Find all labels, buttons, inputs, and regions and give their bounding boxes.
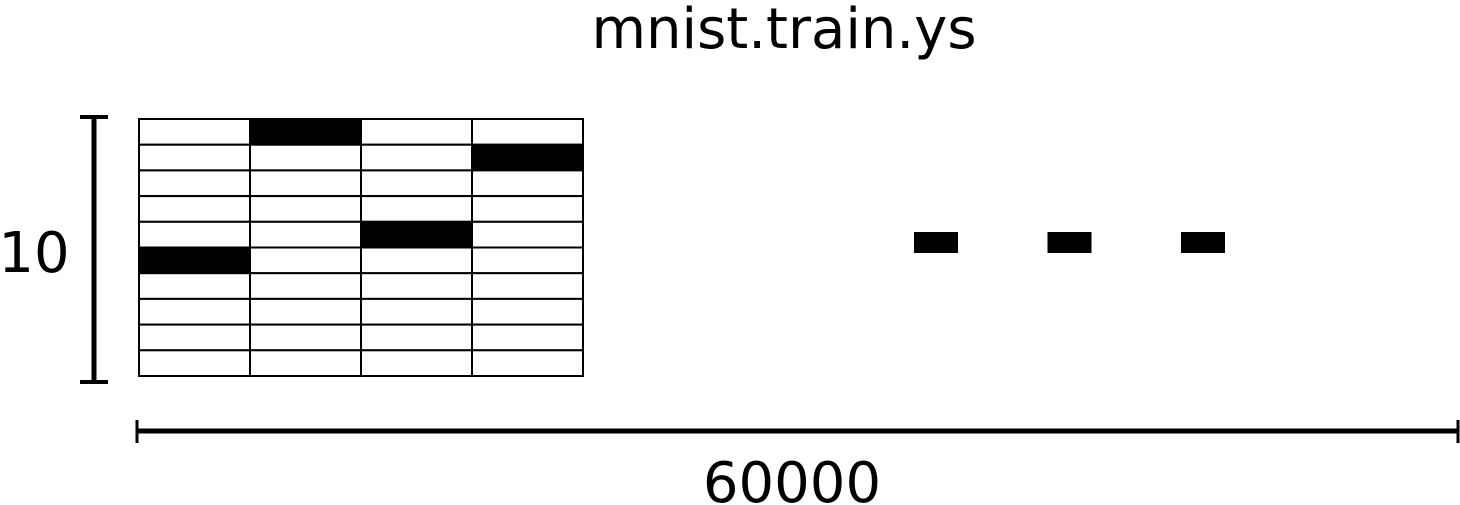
grid-cell — [138, 349, 251, 377]
height-dimension-bar — [80, 115, 108, 384]
grid-cell — [471, 169, 584, 198]
grid-cell — [471, 195, 584, 223]
grid-cell — [360, 323, 473, 352]
grid-cell-filled — [471, 143, 584, 172]
ellipsis-dash — [914, 232, 958, 253]
width-label: 60000 — [703, 451, 881, 505]
grid-cell — [360, 195, 473, 223]
grid-cell — [249, 220, 362, 249]
grid-cell — [138, 143, 251, 172]
grid-cell — [249, 195, 362, 223]
grid-cell — [360, 169, 473, 198]
grid-cell — [138, 323, 251, 352]
grid-cell-filled — [138, 246, 251, 275]
grid-cell — [138, 118, 251, 146]
width-dimension-bar — [135, 420, 1460, 443]
grid-cell-filled — [249, 118, 362, 146]
height-label: 10 — [0, 221, 70, 286]
grid-cell — [249, 169, 362, 198]
grid-cell — [471, 297, 584, 326]
grid-cell — [138, 195, 251, 223]
grid-cell — [138, 169, 251, 198]
grid-cell-filled — [360, 220, 473, 249]
grid-cell — [249, 143, 362, 172]
grid-cell — [360, 349, 473, 377]
grid-cell — [249, 297, 362, 326]
grid-cell — [360, 297, 473, 326]
grid-cell — [138, 272, 251, 300]
grid-cell — [360, 246, 473, 275]
grid-cell — [138, 220, 251, 249]
grid-cell — [360, 272, 473, 300]
grid-cell — [471, 220, 584, 249]
grid-cell — [249, 349, 362, 377]
ellipsis-dash — [1047, 232, 1092, 253]
grid-cell — [471, 272, 584, 300]
grid-cell — [249, 323, 362, 352]
ellipsis-dash — [1181, 232, 1225, 253]
grid-cell — [249, 246, 362, 275]
one-hot-grid — [138, 118, 584, 377]
grid-cell — [138, 297, 251, 326]
grid-cell — [471, 323, 584, 352]
ellipsis-dashes — [914, 232, 1225, 253]
grid-cell — [249, 272, 362, 300]
grid-cell — [360, 118, 473, 146]
grid-cell — [471, 349, 584, 377]
diagram-title: mnist.train.ys — [592, 0, 977, 62]
grid-cell — [360, 143, 473, 172]
grid-cell — [471, 118, 584, 146]
grid-cell — [471, 246, 584, 275]
